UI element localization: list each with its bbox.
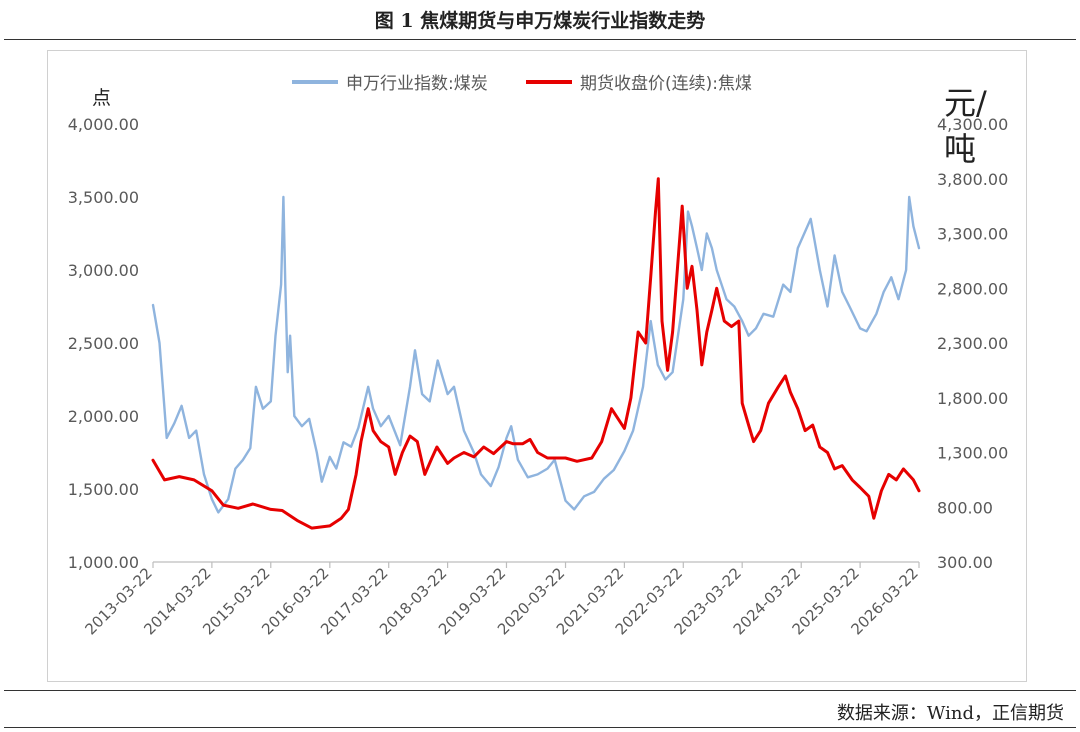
figure-title: 图 1 焦煤期货与申万煤炭行业指数走势 [374, 10, 706, 32]
right-tick-label: 3,300.00 [937, 225, 1008, 244]
series-lines [151, 177, 921, 530]
left-tick-label: 1,500.00 [68, 480, 139, 499]
right-axis-label-line-1: 元/ [944, 84, 987, 122]
legend: 申万行业指数:煤炭 期货收盘价(连续):焦煤 [292, 74, 752, 94]
series-line-coking-coal [151, 177, 921, 530]
data-source: 数据来源：Wind，正信期货 [836, 703, 1064, 724]
left-axis-label: 点 [92, 87, 111, 109]
right-axis-ticks: 300.00 800.00 1,300.00 1,800.00 2,300.00 2,80… [937, 115, 1008, 572]
bottom-rule-2 [4, 727, 1076, 728]
left-tick-label: 2,500.00 [68, 334, 139, 353]
legend-label-coking-coal: 期货收盘价(连续):焦煤 [580, 74, 752, 94]
left-tick-label: 4,000.00 [68, 115, 139, 134]
right-tick-label: 2,300.00 [937, 334, 1008, 353]
left-tick-label: 3,500.00 [68, 188, 139, 207]
legend-label-coal-index: 申万行业指数:煤炭 [346, 74, 488, 94]
right-tick-label: 4,300.00 [937, 115, 1008, 134]
bottom-rule-1 [4, 690, 1076, 691]
right-tick-label: 800.00 [937, 498, 993, 517]
series-line-coal-index [151, 195, 921, 514]
chart-frame [47, 50, 1027, 682]
right-axis-label-line-2: 吨 [944, 130, 976, 168]
left-tick-label: 2,000.00 [68, 407, 139, 426]
left-tick-label: 3,000.00 [68, 261, 139, 280]
right-axis-label: 元/吨 [944, 84, 987, 168]
right-tick-label: 1,800.00 [937, 389, 1008, 408]
left-axis-ticks: 1,000.00 1,500.00 2,000.00 2,500.00 3,000.00… [68, 115, 139, 572]
right-tick-label: 2,800.00 [937, 279, 1008, 298]
right-tick-label: 3,800.00 [937, 170, 1008, 189]
right-tick-label: 300.00 [937, 553, 993, 572]
top-rule [4, 39, 1076, 40]
x-axis-ticks: 2013-03-222014-03-222015-03-222016-03-22… [81, 562, 922, 638]
right-tick-label: 1,300.00 [937, 444, 1008, 463]
left-tick-label: 1,000.00 [68, 553, 139, 572]
